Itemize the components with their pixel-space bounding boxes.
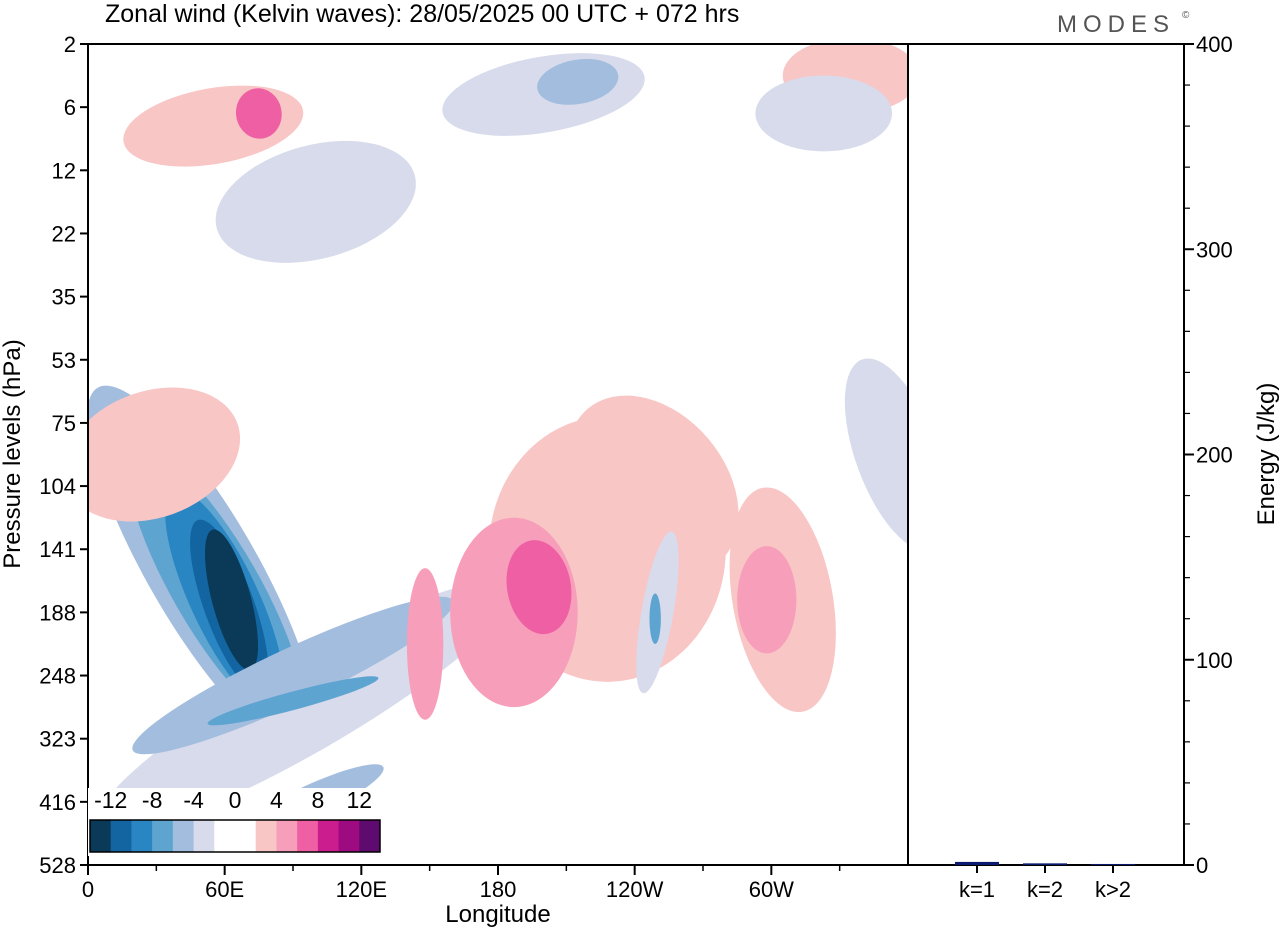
wind-anomaly-region bbox=[737, 546, 797, 654]
wind-anomaly-region bbox=[844, 358, 908, 551]
colorbar-swatch bbox=[152, 820, 174, 852]
colorbar-label: 4 bbox=[270, 787, 283, 813]
colorbar-label: -4 bbox=[183, 787, 204, 813]
y-tick-label: 323 bbox=[39, 727, 76, 752]
x-tick-label: 120W bbox=[606, 877, 664, 902]
colorbar-swatch bbox=[131, 820, 153, 852]
wind-anomaly-region bbox=[235, 88, 282, 139]
energy-bar bbox=[1091, 863, 1135, 865]
energy-axis-label: Energy (J/kg) bbox=[1253, 383, 1280, 526]
colorbar-swatch bbox=[338, 820, 360, 852]
chart-title: Zonal wind (Kelvin waves): 28/05/2025 00… bbox=[105, 0, 739, 28]
wind-anomaly-region bbox=[537, 58, 619, 105]
energy-bar-label: k>2 bbox=[1095, 877, 1131, 902]
wind-anomaly-region bbox=[132, 596, 454, 755]
y-tick-label: 12 bbox=[52, 158, 76, 183]
energy-bar-label: k=1 bbox=[959, 877, 995, 902]
wind-anomaly-region bbox=[207, 676, 379, 726]
y-axis: 2 6 12 22 35 53 75 104 141 188 248 323 416 528 bbox=[39, 32, 88, 878]
energy-tick-label: 400 bbox=[1196, 32, 1233, 57]
colorbar-swatch bbox=[90, 820, 112, 852]
y-tick-label: 416 bbox=[39, 790, 76, 815]
colorbar-swatch bbox=[297, 820, 319, 852]
x-tick-label: 180 bbox=[480, 877, 517, 902]
energy-tick-label: 100 bbox=[1196, 648, 1233, 673]
brand-logo: MODES bbox=[1057, 11, 1175, 38]
wind-anomaly-region bbox=[406, 568, 444, 720]
x-tick-label: 60E bbox=[205, 877, 244, 902]
colorbar-label: 8 bbox=[311, 787, 324, 813]
colorbar-label: -12 bbox=[94, 787, 127, 813]
energy-bar bbox=[955, 861, 999, 865]
y-tick-label: 6 bbox=[64, 95, 76, 120]
colorbar-label: 12 bbox=[346, 787, 372, 813]
colorbar-swatch bbox=[214, 820, 236, 852]
x-axis-label: Longitude bbox=[445, 901, 550, 928]
wind-anomaly-region bbox=[215, 140, 416, 263]
wind-anomaly-region bbox=[649, 593, 661, 644]
brand-mark: © bbox=[1182, 10, 1190, 21]
wind-anomaly-region bbox=[204, 529, 259, 671]
wind-anomaly-region bbox=[755, 75, 893, 152]
y-tick-label: 248 bbox=[39, 664, 76, 689]
x-tick-label: 0 bbox=[82, 877, 94, 902]
colorbar-frame bbox=[89, 819, 381, 853]
colorbar-label: -8 bbox=[142, 787, 162, 813]
energy-panel: k=1 k=2 k>2 0 100 200 300 400 bbox=[907, 32, 1233, 902]
y-tick-label: 22 bbox=[52, 221, 76, 246]
y-tick-label: 528 bbox=[39, 853, 76, 878]
y-tick-label: 35 bbox=[52, 285, 76, 310]
x-tick-label: 120E bbox=[336, 877, 387, 902]
y-tick-label: 104 bbox=[39, 474, 76, 499]
x-tick-label: 60W bbox=[749, 877, 794, 902]
colorbar-swatch bbox=[235, 820, 257, 852]
energy-tick-label: 0 bbox=[1196, 853, 1208, 878]
wind-anomaly-region bbox=[88, 387, 241, 522]
energy-tick-label: 200 bbox=[1196, 443, 1233, 468]
colorbar-swatch bbox=[193, 820, 215, 852]
y-axis-label: Pressure levels (hPa) bbox=[0, 339, 26, 568]
y-tick-label: 141 bbox=[39, 537, 76, 562]
energy-bar-label: k=2 bbox=[1027, 877, 1063, 902]
colorbar-swatch bbox=[110, 820, 132, 852]
y-tick-label: 188 bbox=[39, 600, 76, 625]
energy-tick-label: 300 bbox=[1196, 237, 1233, 262]
y-tick-label: 53 bbox=[52, 348, 76, 373]
y-tick-label: 75 bbox=[52, 411, 76, 436]
colorbar-swatch bbox=[172, 820, 195, 852]
wind-anomaly-region bbox=[506, 540, 572, 635]
colorbar: -12 -8 -4 0 4 8 12 bbox=[88, 787, 382, 856]
x-axis: 0 60E 120E 180 120W 60W bbox=[82, 865, 841, 902]
colorbar-swatch bbox=[359, 820, 381, 852]
hovmoller-panel bbox=[87, 43, 909, 866]
colorbar-swatch bbox=[276, 820, 298, 852]
y-tick-label: 2 bbox=[64, 32, 76, 57]
energy-frame bbox=[907, 43, 1185, 866]
energy-bar bbox=[1023, 863, 1067, 865]
colorbar-swatch bbox=[255, 820, 277, 852]
wind-anomaly-region bbox=[567, 395, 739, 577]
colorbar-swatch bbox=[317, 820, 340, 852]
colorbar-label: 0 bbox=[229, 787, 242, 813]
